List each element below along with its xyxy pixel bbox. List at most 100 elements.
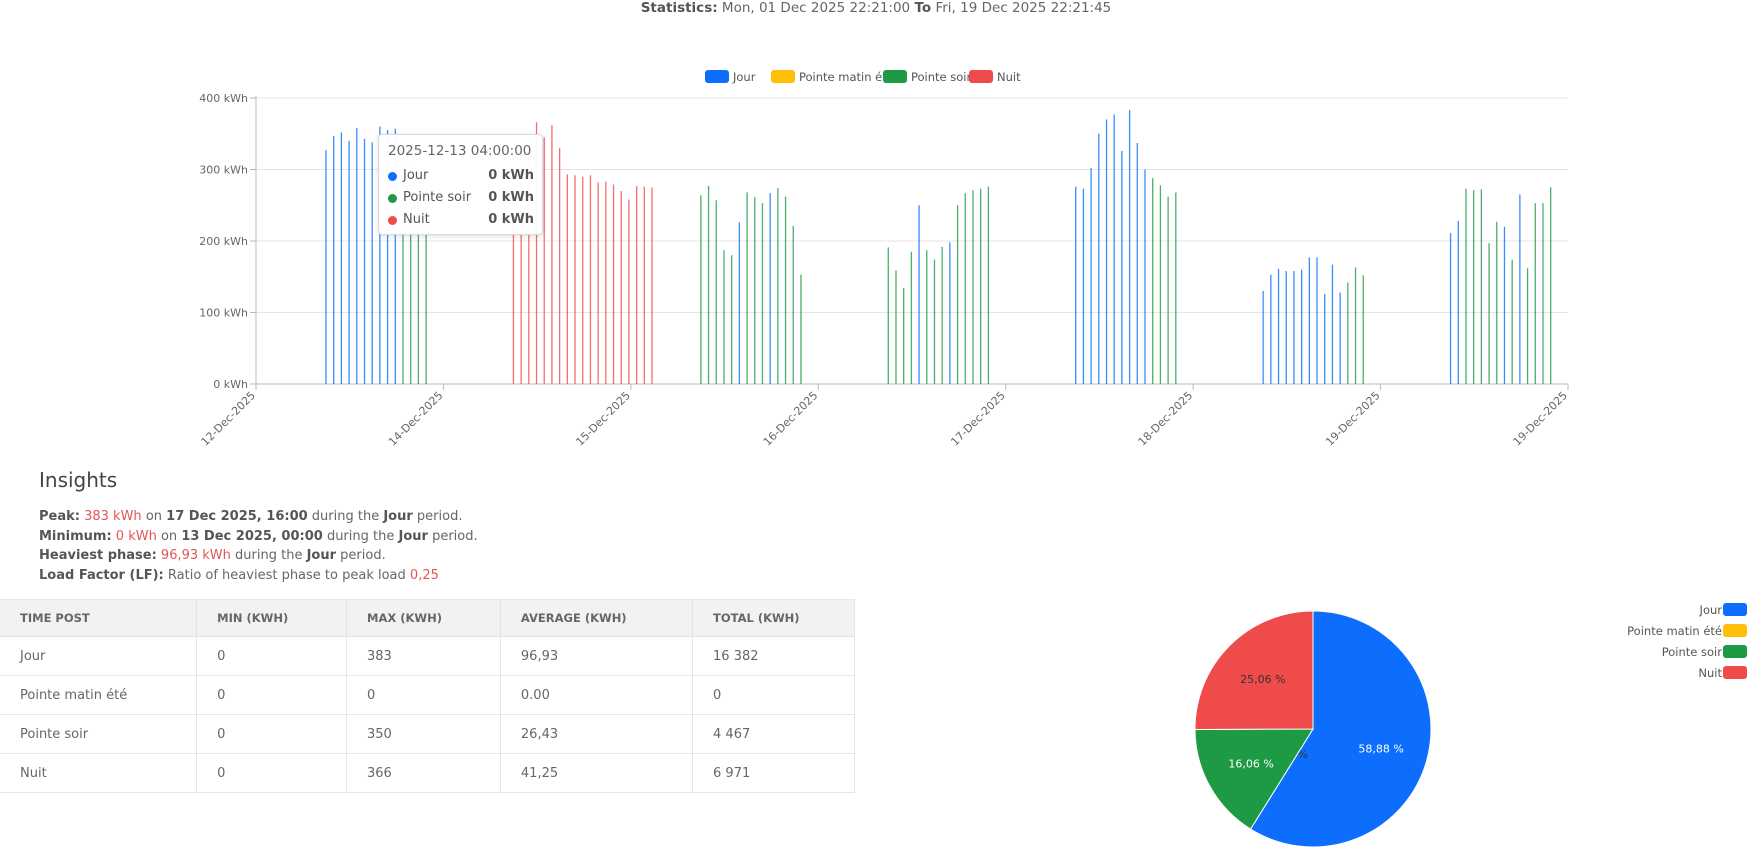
table-cell: Nuit	[0, 753, 198, 793]
table-cell: Jour	[0, 636, 198, 676]
tooltip-series-name: Jour	[403, 168, 429, 183]
minimum-during: during the	[326, 528, 395, 544]
pie-legend-swatch	[1723, 645, 1747, 658]
minimum-label: Minimum:	[39, 528, 112, 544]
chart-tooltip: 2025-12-13 04:00:00 Jour 0 kWh Pointe so…	[378, 134, 543, 235]
column-header: MIN (KWH)	[196, 599, 348, 637]
table-cell: 0	[692, 675, 855, 715]
y-tick-label: 200 kWh	[199, 235, 248, 248]
pie-slice-label: 25,06 %	[1240, 673, 1285, 686]
y-tick-label: 0 kWh	[213, 378, 248, 391]
minimum-phase: Jour	[398, 528, 428, 544]
x-tick-label: 17-Dec-2025	[948, 389, 1008, 449]
statistics-from: Mon, 01 Dec 2025 22:21:00	[721, 0, 911, 16]
insight-heaviest-phase: Heaviest phase: 96,93 kWh during the Jou…	[39, 546, 739, 566]
tooltip-series-name: Nuit	[403, 212, 430, 227]
peak-phase: Jour	[383, 509, 413, 524]
table-row: Nuit 0 366 41,25 6 971	[0, 753, 855, 793]
peak-period: period.	[416, 509, 463, 524]
table-cell: 16 382	[692, 636, 855, 676]
legend-swatch	[883, 70, 907, 83]
load-factor-value: 0,25	[409, 567, 439, 583]
heaviest-phase-name: Jour	[306, 548, 337, 563]
table-cell: 383	[346, 636, 501, 676]
x-tick-label: 18-Dec-2025	[1136, 389, 1196, 449]
insight-minimum: Minimum: 0 kWh on 13 Dec 2025, 00:00 dur…	[39, 527, 739, 547]
insights-panel: Insights Peak: 383 kWh on 17 Dec 2025, 1…	[39, 468, 739, 585]
table-cell: 0	[196, 753, 348, 793]
table-cell: 26,43	[500, 714, 694, 754]
column-header: AVERAGE (KWH)	[500, 599, 694, 637]
table-cell: 6 971	[692, 753, 855, 793]
x-tick-label: 19-Dec-2025	[1323, 389, 1383, 449]
peak-value: 383 kWh	[84, 509, 142, 524]
peak-during: during the	[311, 509, 380, 524]
pie-legend-swatch	[1723, 603, 1747, 616]
pie-legend: Jour Pointe matin été Pointe soir Nuit	[1552, 600, 1752, 684]
legend-swatch	[969, 70, 993, 83]
insights-title: Insights	[39, 468, 118, 492]
heaviest-phase-period: period.	[340, 548, 386, 563]
legend-swatch	[705, 70, 729, 83]
pie-legend-label: Pointe soir	[1661, 645, 1722, 659]
peak-on: on	[145, 509, 163, 524]
x-tick-label: 14-Dec-2025	[386, 389, 446, 449]
y-tick-label: 300 kWh	[199, 164, 248, 177]
tooltip-title: 2025-12-13 04:00:00	[388, 143, 532, 159]
legend-label: Nuit	[997, 70, 1021, 84]
statistics-label: Statistics:	[640, 0, 718, 16]
table-cell: 96,93	[500, 636, 694, 676]
column-header: TIME POST	[0, 599, 198, 637]
x-tick-label: 12-Dec-2025	[199, 389, 259, 449]
table-cell: 41,25	[500, 753, 694, 793]
legend-label: Pointe matin été	[799, 70, 894, 84]
tooltip-dot-pointe-soir	[388, 194, 397, 203]
tooltip-series-value: 0 kWh	[488, 168, 534, 183]
phase-share-pie-chart: 58,88 %0 %16,06 %25,06 %	[1194, 610, 1432, 848]
y-tick-label: 400 kWh	[199, 92, 248, 105]
heaviest-phase-value: 96,93 kWh	[160, 548, 231, 563]
statistics-to-label: To	[914, 0, 932, 16]
minimum-date: 13 Dec 2025, 00:00	[181, 528, 323, 544]
pie-slice	[1249, 610, 1432, 848]
legend-swatch	[771, 70, 795, 83]
table-cell: 0	[196, 714, 348, 754]
x-tick-label: 16-Dec-2025	[761, 389, 821, 449]
table-cell: 4 467	[692, 714, 855, 754]
consumption-bar-chart: 0 kWh 100 kWh 200 kWh 300 kWh 400 kWh 12-Dec-…	[199, 70, 1571, 449]
legend-label: Jour	[732, 70, 756, 84]
statistics-header: Statistics: Mon, 01 Dec 2025 22:21:00 To…	[0, 0, 1752, 16]
tooltip-row-pointe-soir: Pointe soir 0 kWh	[388, 189, 536, 207]
pie-legend-swatch	[1723, 666, 1747, 679]
table-row: Jour 0 383 96,93 16 382	[0, 636, 855, 676]
column-header: MAX (KWH)	[346, 599, 501, 637]
pie-slice	[1194, 610, 1314, 730]
pie-legend-swatch	[1723, 624, 1747, 637]
tooltip-series-name: Pointe soir	[403, 190, 472, 205]
tooltip-dot-jour	[388, 172, 397, 181]
y-tick-label: 100 kWh	[199, 307, 248, 320]
x-tick-label: 15-Dec-2025	[573, 389, 633, 449]
table-row: Pointe matin été 0 0 0.00 0	[0, 675, 855, 715]
table-cell: 0.00	[500, 675, 694, 715]
insight-peak: Peak: 383 kWh on 17 Dec 2025, 16:00 duri…	[39, 507, 739, 527]
minimum-period: period.	[432, 528, 478, 544]
pie-legend-label: Jour	[1699, 603, 1722, 617]
load-factor-label: Load Factor (LF):	[39, 567, 164, 583]
table-cell: 366	[346, 753, 501, 793]
pie-slice	[1194, 728, 1314, 830]
pie-legend-item: Pointe soir	[1552, 642, 1752, 663]
pie-legend-item: Jour	[1552, 600, 1752, 621]
heaviest-phase-during: during the	[235, 548, 303, 563]
table-row: Pointe soir 0 350 26,43 4 467	[0, 714, 855, 754]
table-cell: 0	[346, 675, 501, 715]
x-tick-label: 19-Dec-2025	[1511, 389, 1571, 449]
minimum-on: on	[160, 528, 178, 544]
tooltip-row-jour: Jour 0 kWh	[388, 167, 536, 185]
statistics-to: Fri, 19 Dec 2025 22:21:45	[935, 0, 1112, 16]
tooltip-row-nuit: Nuit 0 kWh	[388, 211, 536, 229]
statistics-table: TIME POST MIN (KWH) MAX (KWH) AVERAGE (K…	[0, 599, 855, 793]
tooltip-series-value: 0 kWh	[488, 212, 534, 227]
heaviest-phase-label: Heaviest phase:	[39, 548, 157, 563]
table-header-row: TIME POST MIN (KWH) MAX (KWH) AVERAGE (K…	[0, 599, 855, 637]
